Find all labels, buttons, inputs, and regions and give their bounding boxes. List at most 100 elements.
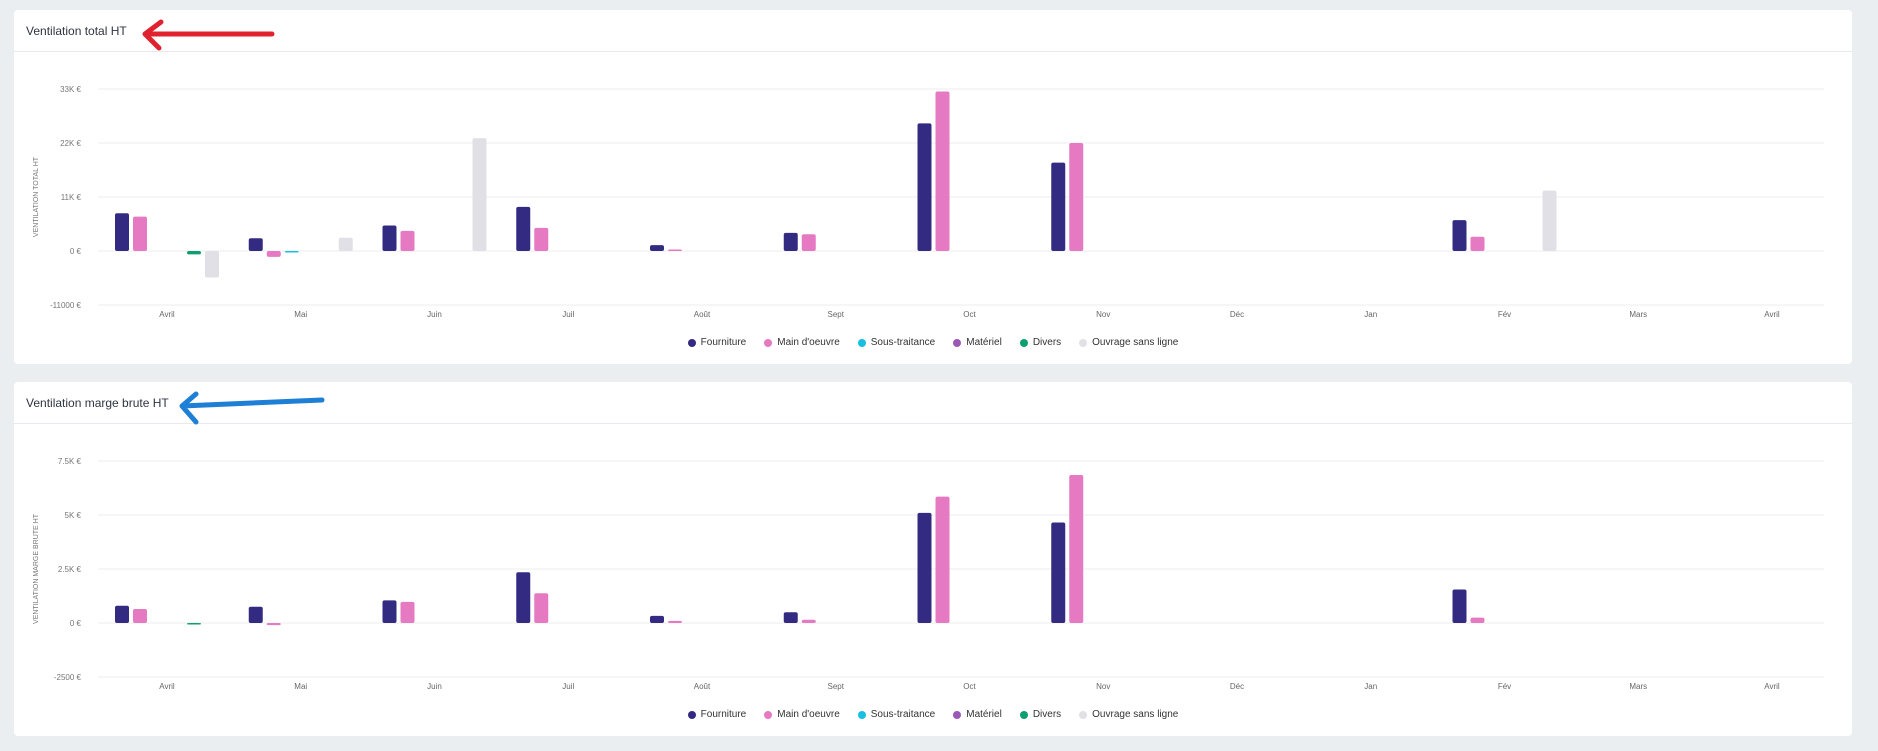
y-tick-label: 33K € [60, 85, 81, 94]
legend-swatch [764, 338, 773, 347]
legend-swatch [857, 710, 866, 719]
legend-label: Main d'oeuvre [777, 337, 840, 348]
x-tick-label: Juil [562, 310, 574, 319]
x-tick-label: Fév [1498, 682, 1511, 691]
legend-label: Divers [1032, 709, 1062, 720]
x-tick-label: Juil [562, 682, 574, 691]
legend-label: Ouvrage sans ligne [1092, 337, 1179, 348]
y-tick-label: 0 € [70, 247, 82, 256]
bar[interactable] [783, 612, 798, 623]
bar[interactable] [400, 601, 415, 623]
x-tick-label: Août [694, 682, 711, 691]
bar[interactable] [935, 496, 950, 623]
legend-swatch [1019, 710, 1028, 719]
legend-swatch [687, 710, 696, 719]
legend-item[interactable]: Matériel [953, 709, 1002, 720]
x-tick-label: Avril [159, 310, 175, 319]
bar[interactable] [115, 605, 129, 623]
bar[interactable] [1470, 617, 1485, 623]
chart-legend: Fourniture Main d'oeuvre Sous-traitance Mat… [14, 709, 1852, 720]
x-tick-label: Juin [427, 310, 442, 319]
bar[interactable] [1051, 522, 1066, 623]
x-tick-label: Fév [1498, 310, 1511, 319]
bar[interactable] [115, 213, 129, 251]
bar[interactable] [1470, 236, 1485, 251]
bar[interactable] [1069, 143, 1084, 251]
bar[interactable] [1452, 589, 1467, 623]
legend-item[interactable]: Sous-traitance [857, 709, 936, 720]
bar[interactable] [400, 230, 415, 251]
bar[interactable] [534, 593, 549, 623]
legend-label: Sous-traitance [870, 709, 936, 720]
bar[interactable] [668, 249, 682, 252]
bar[interactable] [187, 251, 201, 255]
legend-item[interactable]: Main d'oeuvre [764, 709, 840, 720]
x-tick-label: Juin [427, 682, 442, 691]
bar[interactable] [266, 251, 281, 257]
legend-label: Ouvrage sans ligne [1092, 709, 1179, 720]
x-tick-label: Avril [1764, 310, 1780, 319]
y-tick-label: -2500 € [54, 673, 82, 682]
legend-item[interactable]: Fourniture [687, 709, 747, 720]
y-tick-label: 22K € [60, 139, 81, 148]
y-tick-label: 7.5K € [58, 457, 82, 466]
legend-item[interactable]: Ouvrage sans ligne [1079, 337, 1178, 348]
bar[interactable] [472, 138, 487, 251]
bar[interactable] [516, 206, 531, 251]
bar[interactable] [133, 608, 147, 623]
legend-label: Matériel [966, 709, 1002, 720]
legend-item[interactable]: Divers [1019, 337, 1062, 348]
x-tick-label: Mai [294, 682, 307, 691]
x-tick-label: Jan [1364, 682, 1377, 691]
bar[interactable] [516, 572, 531, 623]
legend-label: Sous-traitance [870, 337, 936, 348]
y-tick-label: 11K € [61, 193, 82, 202]
chart-card-header: Ventilation marge brute HT [14, 382, 1852, 424]
legend-swatch [687, 338, 696, 347]
y-tick-label: 2.5K € [58, 565, 82, 574]
legend-item[interactable]: Divers [1019, 709, 1062, 720]
bar[interactable] [801, 234, 816, 251]
legend-item[interactable]: Main d'oeuvre [764, 337, 840, 348]
x-tick-label: Mars [1629, 682, 1647, 691]
legend-swatch [953, 338, 962, 347]
bar[interactable] [248, 238, 263, 251]
bar[interactable] [650, 245, 664, 251]
bar[interactable] [668, 620, 682, 623]
x-tick-label: Avril [1764, 682, 1780, 691]
legend-label: Fourniture [700, 709, 747, 720]
bar[interactable] [1069, 475, 1084, 623]
bar[interactable] [1051, 162, 1066, 251]
bar[interactable] [650, 615, 664, 623]
bar[interactable] [534, 227, 549, 251]
x-tick-label: Avril [159, 682, 175, 691]
chart-total-ht: VENTILATION TOTAL HT 33K € 22K € 11K € 0 € -1… [33, 85, 1824, 319]
y-tick-label: 5K € [65, 511, 82, 520]
bar[interactable] [935, 91, 950, 251]
bar[interactable] [338, 237, 353, 251]
x-tick-label: Sept [828, 310, 845, 319]
bar[interactable] [917, 123, 932, 251]
bar[interactable] [248, 606, 263, 623]
legend-item[interactable]: Fourniture [687, 337, 746, 348]
legend-item[interactable]: Matériel [953, 337, 1002, 348]
bar[interactable] [187, 623, 201, 625]
legend-item[interactable]: Sous-traitance [857, 337, 936, 348]
x-tick-label: Nov [1096, 682, 1110, 691]
bar[interactable] [284, 251, 299, 253]
chart-legend: Fourniture Main d'oeuvre Sous-traitance Mat… [14, 337, 1852, 348]
bar[interactable] [205, 251, 219, 278]
bar[interactable] [382, 600, 397, 623]
bar[interactable] [783, 232, 798, 251]
bar[interactable] [1452, 220, 1467, 251]
bar[interactable] [1542, 190, 1557, 251]
bar[interactable] [266, 623, 281, 626]
legend-swatch [1079, 338, 1088, 347]
chart-title: Ventilation marge brute HT [26, 395, 169, 410]
bar[interactable] [133, 216, 147, 251]
bar[interactable] [382, 225, 397, 251]
bar[interactable] [801, 619, 816, 623]
legend-item[interactable]: Ouvrage sans ligne [1079, 709, 1178, 720]
legend-label: Divers [1032, 337, 1062, 348]
bar[interactable] [917, 512, 932, 623]
